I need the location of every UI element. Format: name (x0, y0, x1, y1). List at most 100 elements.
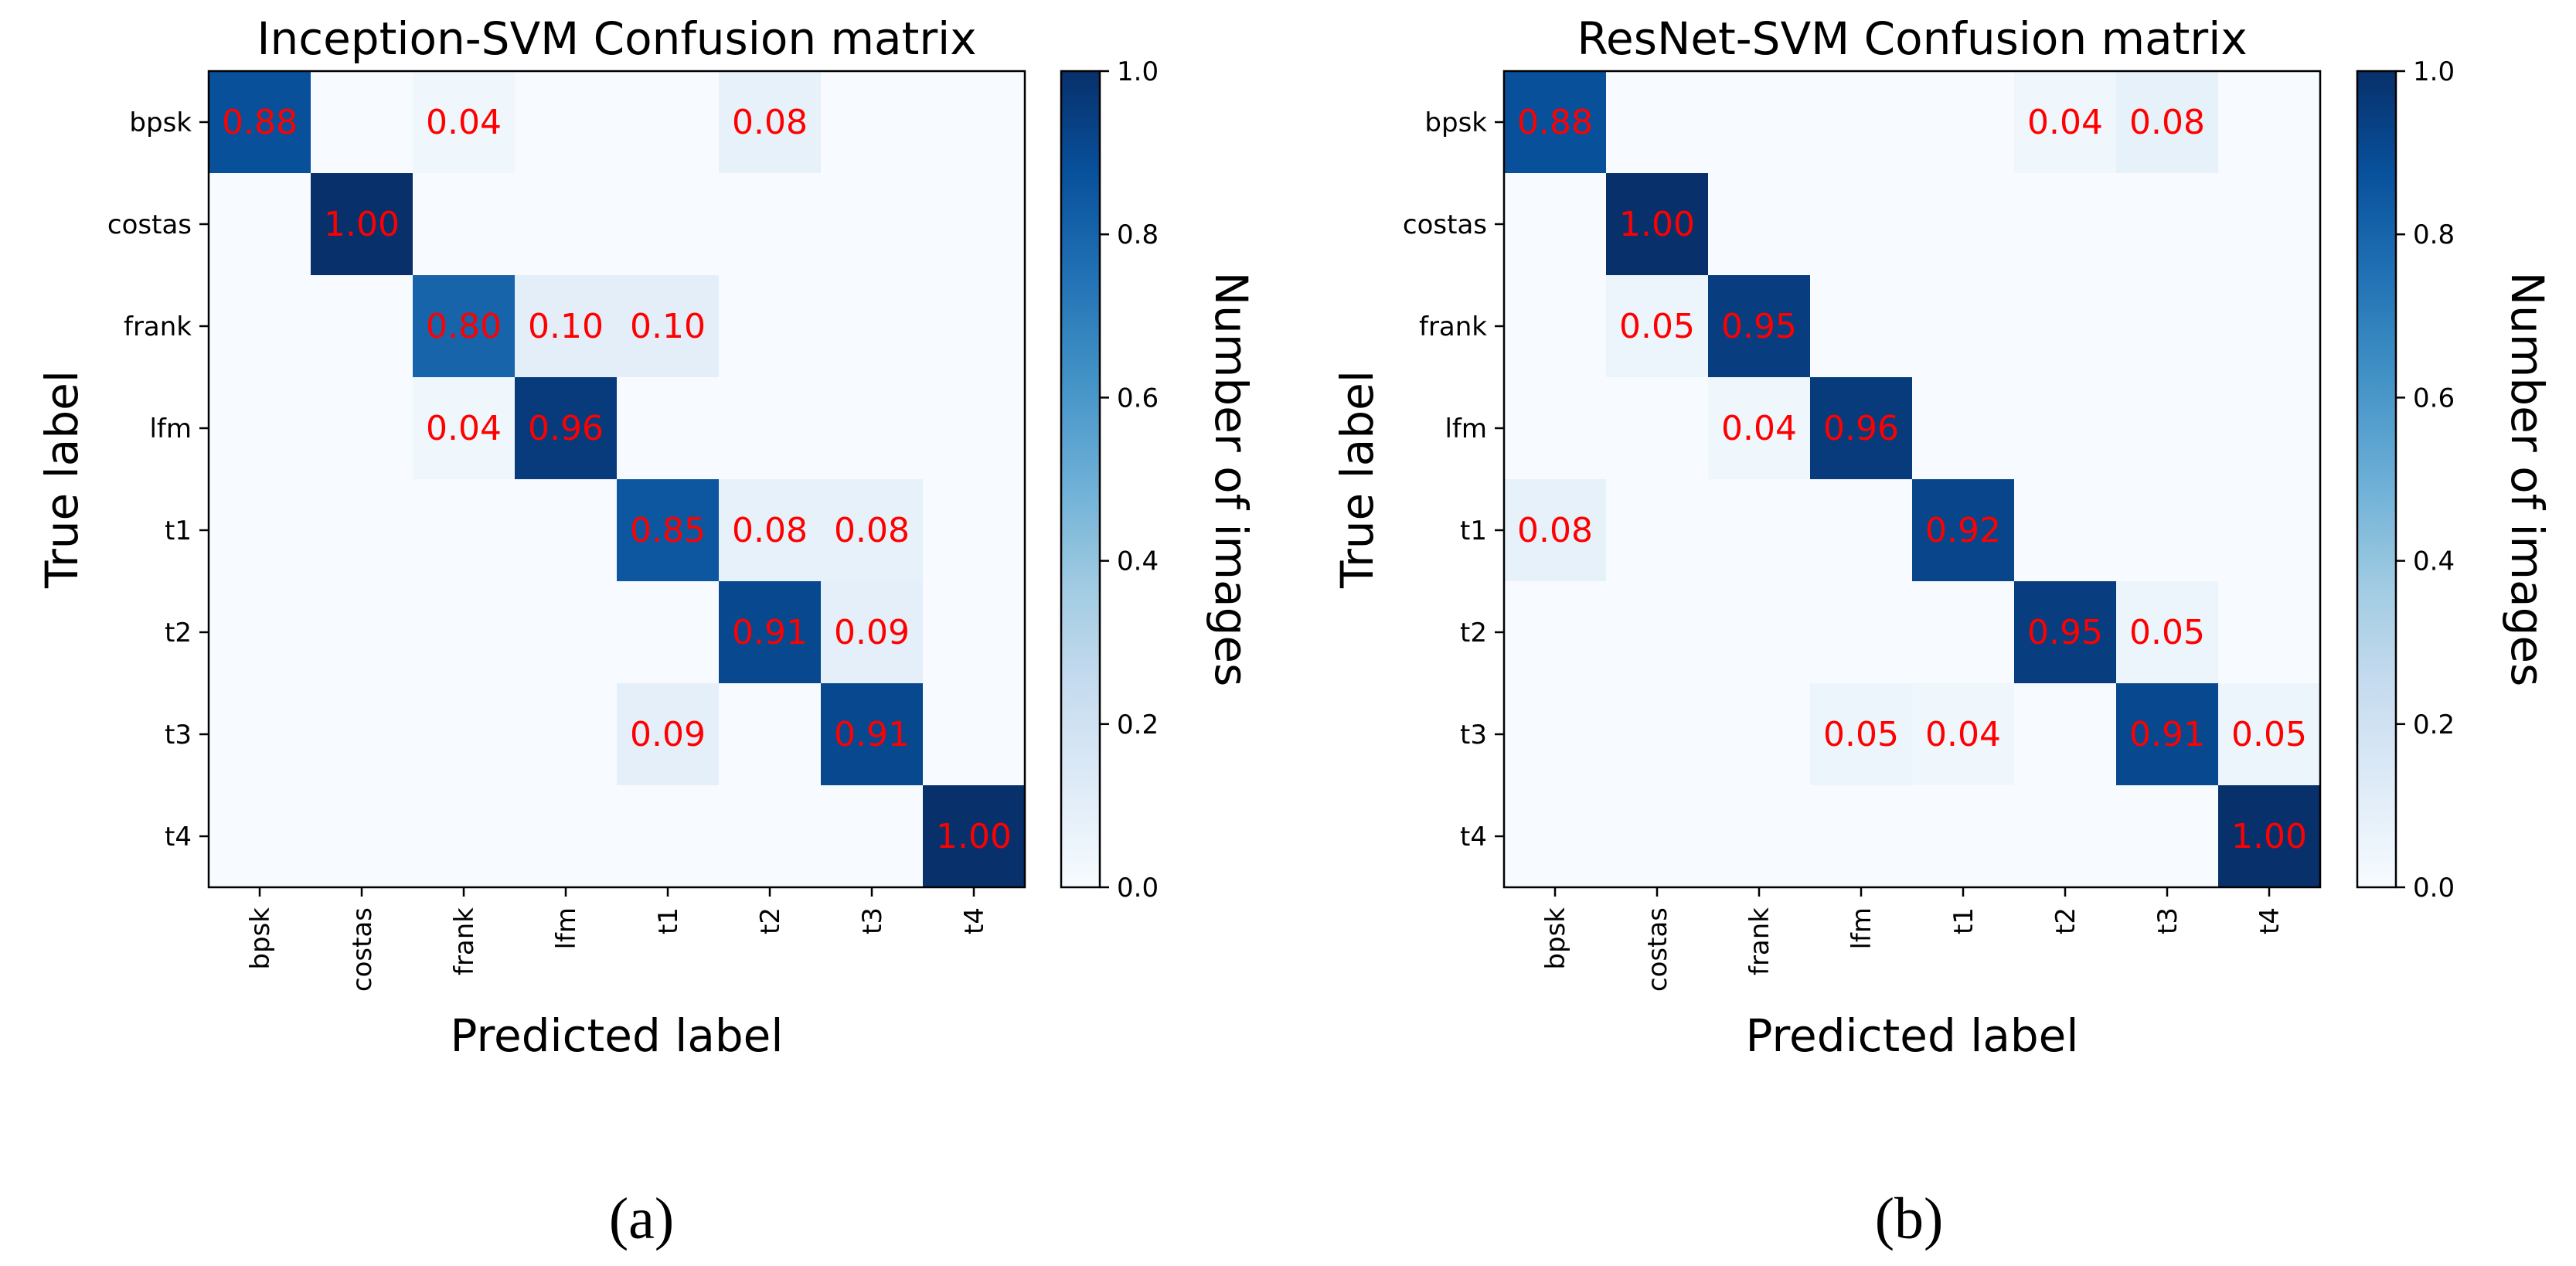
cell-t2-lfm (515, 581, 618, 684)
cell-costas-t3 (821, 173, 924, 276)
y-tick-label: frank (1419, 311, 1487, 342)
cell-value-label: 0.09 (834, 613, 910, 652)
cell-lfm-costas (1606, 377, 1709, 480)
cell-value-label: 0.92 (1925, 511, 2001, 550)
y-axis-label: True label (36, 370, 88, 589)
chart-title: ResNet-SVM Confusion matrix (1577, 12, 2247, 65)
y-tick-label: t1 (1460, 516, 1487, 546)
cell-t1-frank (1708, 479, 1811, 582)
cell-lfm-bpsk (1504, 377, 1607, 480)
x-tick-label: lfm (551, 907, 582, 950)
cell-frank-bpsk (1504, 275, 1607, 378)
cell-value-label: 0.04 (1721, 409, 1797, 448)
cell-costas-t1 (1912, 173, 2015, 276)
cell-frank-t3 (2116, 275, 2219, 378)
y-tick-label: t2 (165, 618, 192, 648)
cell-value-label: 0.95 (2027, 613, 2103, 652)
colorbar-tick-label: 0.0 (2413, 873, 2455, 904)
cell-lfm-t1 (1912, 377, 2015, 480)
cell-t3-t2 (2014, 683, 2117, 786)
colorbar-label: Number of images (2501, 272, 2554, 687)
cell-value-label: 1.00 (324, 205, 400, 244)
cell-value-label: 0.08 (732, 103, 808, 142)
cell-value-label: 0.80 (426, 307, 502, 346)
x-tick-label: frank (449, 907, 480, 975)
colorbar (2356, 70, 2397, 889)
cell-costas-lfm (515, 173, 618, 276)
panel-label-b: (b) (1875, 1186, 1944, 1251)
cell-frank-t4 (923, 275, 1026, 378)
cell-value-label: 0.91 (732, 613, 808, 652)
cell-t4-t3 (821, 785, 924, 888)
cell-lfm-t4 (2218, 377, 2321, 480)
cell-bpsk-t2 (719, 71, 822, 174)
cell-costas-costas (311, 173, 413, 276)
cell-lfm-frank (1708, 377, 1811, 480)
cell-t2-costas (311, 581, 413, 684)
cell-t3-frank (413, 683, 516, 786)
cell-bpsk-t3 (821, 71, 924, 174)
colorbar-tick-label: 1.0 (1117, 56, 1159, 87)
cell-value-label: 0.96 (528, 409, 604, 448)
panel-inception-svm: Inception-SVM Confusion matrix 0.88 0.04 0.… (36, 12, 1257, 1062)
cell-costas-frank (413, 173, 516, 276)
cell-bpsk-costas (311, 71, 413, 174)
cell-bpsk-t4 (923, 71, 1026, 174)
cell-costas-lfm (1810, 173, 1913, 276)
cell-value-label: 1.00 (936, 817, 1012, 856)
cell-t3-bpsk (209, 683, 311, 786)
cell-t4-t1 (1912, 785, 2015, 888)
cell-t3-costas (1606, 683, 1709, 786)
cell-bpsk-t1 (1912, 71, 2015, 174)
cell-t1-lfm (515, 479, 618, 582)
cell-t4-costas (311, 785, 413, 888)
colorbar-tick-label: 0.8 (2413, 220, 2455, 250)
cell-value-label: 0.85 (630, 511, 706, 550)
cell-t3-lfm (515, 683, 618, 786)
cell-t1-bpsk (209, 479, 311, 582)
cell-costas-frank (1708, 173, 1811, 276)
cell-value-label: 0.05 (1823, 715, 1899, 754)
cell-bpsk-t3 (2116, 71, 2219, 174)
x-tick-label: bpsk (245, 907, 276, 970)
cell-t2-t4 (923, 581, 1026, 684)
colorbar-tick-label: 0.6 (2413, 383, 2455, 413)
y-axis-label: True label (1331, 370, 1383, 589)
cell-value-label: 1.00 (2231, 817, 2307, 856)
cell-value-label: 0.08 (2129, 103, 2205, 142)
cell-t2-t3 (2116, 581, 2219, 684)
cell-value-label: 0.08 (732, 511, 808, 550)
cell-value-label: 0.05 (1619, 307, 1695, 346)
colorbar-tick-label: 0.2 (2413, 710, 2455, 740)
cell-t3-t3 (2116, 683, 2219, 786)
cell-t1-t4 (923, 479, 1026, 582)
cell-value-label: 0.04 (426, 103, 502, 142)
colorbar-tick-label: 0.4 (1117, 546, 1159, 577)
cell-value-label: 0.10 (630, 307, 706, 346)
cell-value-label: 0.88 (1517, 103, 1593, 142)
cell-t3-t1 (617, 683, 720, 786)
cell-lfm-lfm (1810, 377, 1913, 480)
cell-bpsk-t4 (2218, 71, 2321, 174)
cell-bpsk-t1 (617, 71, 720, 174)
cell-t3-costas (311, 683, 413, 786)
cell-lfm-frank (413, 377, 516, 480)
cell-t3-t4 (2218, 683, 2321, 786)
x-tick-label: bpsk (1540, 907, 1571, 970)
y-tick-label: t2 (1460, 618, 1487, 648)
cell-t1-frank (413, 479, 516, 582)
cell-t3-t3 (821, 683, 924, 786)
colorbar-label: Number of images (1205, 272, 1257, 687)
cell-bpsk-lfm (1810, 71, 1913, 174)
cell-frank-costas (311, 275, 413, 378)
y-tick-label: t4 (1460, 822, 1487, 853)
cell-lfm-t2 (2014, 377, 2117, 480)
cell-value-label: 0.04 (426, 409, 502, 448)
cell-value-label: 0.08 (834, 511, 910, 550)
cell-costas-bpsk (1504, 173, 1607, 276)
cell-t2-frank (1708, 581, 1811, 684)
cell-frank-bpsk (209, 275, 311, 378)
cell-value-label: 0.88 (222, 103, 298, 142)
x-axis-label: Predicted label (1746, 1009, 2079, 1062)
